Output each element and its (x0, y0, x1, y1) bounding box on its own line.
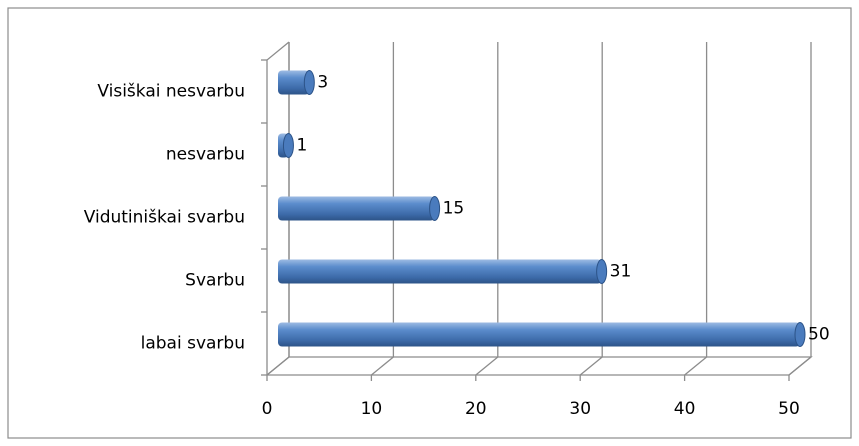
x-tick-label: 20 (465, 399, 487, 419)
y-tick-label: Vidutiniškai svarbu (84, 208, 245, 228)
floor-line (684, 356, 708, 376)
y-tick-label: labai svarbu (141, 334, 245, 354)
bar-cap (794, 322, 806, 347)
bar-cap (303, 70, 315, 95)
x-tick-label: 30 (569, 399, 591, 419)
bar (278, 322, 800, 347)
x-tick-label: 0 (262, 399, 273, 419)
floor-line (266, 356, 290, 376)
y-tick-label: Visiškai nesvarbu (97, 82, 245, 102)
bar (278, 70, 310, 95)
bar-cap (596, 259, 608, 284)
floor-line (370, 356, 394, 376)
y-tick-label: nesvarbu (166, 145, 245, 165)
chart-frame (7, 7, 852, 439)
data-label: 50 (808, 325, 830, 345)
x-tick-label: 10 (361, 399, 383, 419)
floor-line (579, 356, 603, 376)
data-label: 31 (610, 262, 632, 282)
floor-line (475, 356, 499, 376)
data-label: 3 (317, 73, 328, 93)
data-label: 1 (296, 136, 307, 156)
data-label: 15 (443, 199, 465, 219)
bar (278, 196, 435, 221)
floor-line (788, 356, 812, 376)
x-tick-label: 40 (674, 399, 696, 419)
y-tick-label: Svarbu (185, 271, 245, 291)
bar-cap (429, 196, 441, 221)
bar (278, 259, 602, 284)
bar-cap (282, 133, 294, 158)
x-tick-label: 50 (778, 399, 800, 419)
